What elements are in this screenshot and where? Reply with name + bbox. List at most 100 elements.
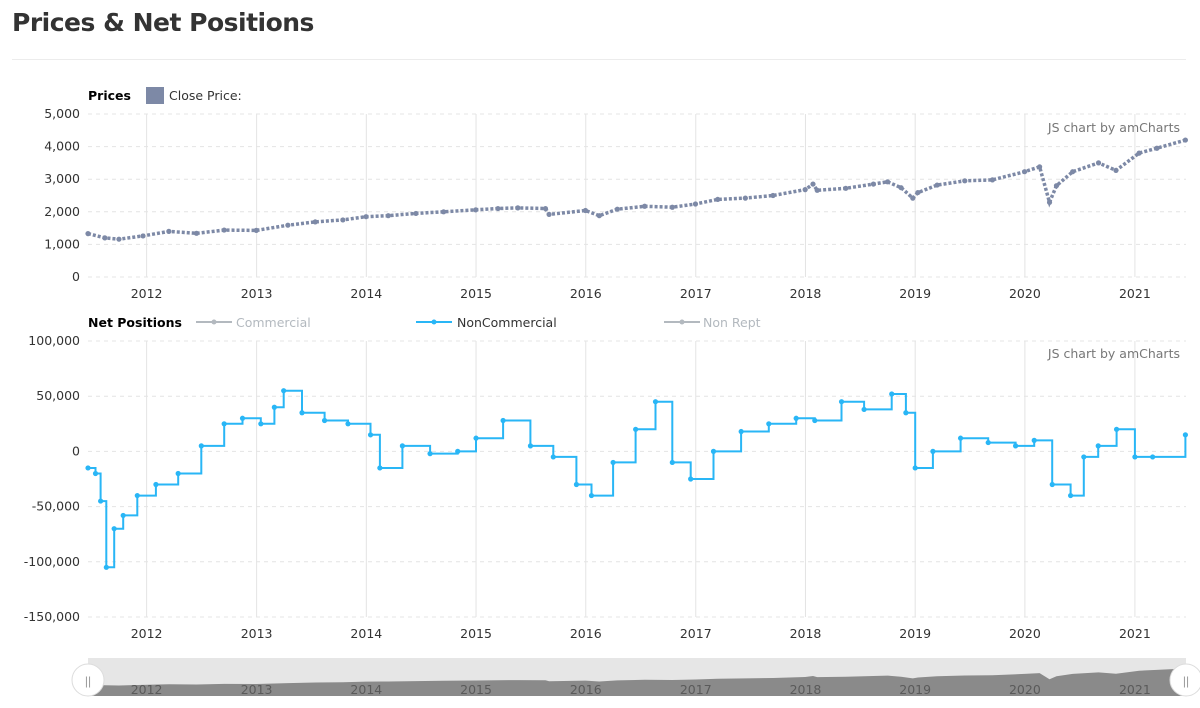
close-price-point[interactable] — [1037, 164, 1043, 170]
close-price-line[interactable] — [87, 138, 1186, 241]
noncommercial-point[interactable] — [153, 481, 159, 488]
noncommercial-point[interactable] — [889, 391, 895, 397]
noncommercial-point[interactable] — [861, 406, 867, 413]
noncommercial-legend-label[interactable]: NonCommercial — [457, 315, 557, 330]
noncommercial-point[interactable] — [1113, 426, 1120, 432]
close-price-point[interactable] — [515, 205, 521, 211]
noncommercial-point[interactable] — [455, 448, 461, 454]
close-price-point[interactable] — [989, 177, 996, 183]
noncommercial-point[interactable] — [573, 481, 580, 488]
noncommercial-point[interactable] — [85, 465, 91, 471]
scrollbar-left-handle[interactable]: || — [71, 663, 105, 697]
close-price-point[interactable] — [642, 203, 648, 209]
noncommercial-point[interactable] — [1081, 454, 1087, 460]
noncommercial-point[interactable] — [221, 421, 227, 427]
noncommercial-point[interactable] — [299, 410, 305, 416]
noncommercial-point[interactable] — [527, 443, 534, 449]
close-price-legend-swatch[interactable] — [146, 87, 164, 104]
close-price-point[interactable] — [742, 195, 748, 201]
noncommercial-point[interactable] — [427, 451, 433, 457]
noncommercial-point[interactable] — [367, 432, 374, 438]
noncommercial-point[interactable] — [903, 410, 909, 416]
noncommercial-point[interactable] — [258, 421, 264, 427]
noncommercial-point[interactable] — [838, 399, 845, 405]
close-price-point[interactable] — [116, 236, 122, 242]
noncommercial-point[interactable] — [345, 421, 351, 427]
noncommercial-point[interactable] — [738, 428, 744, 435]
close-price-point[interactable] — [253, 227, 259, 233]
noncommercial-point[interactable] — [175, 470, 181, 477]
scrollbar-right-handle[interactable]: || — [1169, 663, 1200, 697]
close-price-point[interactable] — [363, 214, 369, 220]
close-price-point[interactable] — [1113, 167, 1119, 173]
noncommercial-point[interactable] — [633, 426, 639, 432]
noncommercial-point[interactable] — [793, 415, 799, 421]
noncommercial-point[interactable] — [92, 470, 99, 477]
close-price-point[interactable] — [1070, 169, 1076, 175]
noncommercial-line[interactable] — [88, 389, 1187, 569]
noncommercial-point[interactable] — [473, 435, 479, 441]
close-price-point[interactable] — [166, 228, 172, 234]
noncommercial-point[interactable] — [1150, 454, 1156, 460]
close-price-point[interactable] — [884, 179, 891, 185]
noncommercial-point[interactable] — [1012, 443, 1019, 449]
noncommercial-point[interactable] — [1182, 432, 1188, 438]
noncommercial-point[interactable] — [98, 498, 104, 504]
noncommercial-point[interactable] — [957, 435, 964, 441]
close-price-point[interactable] — [312, 219, 318, 225]
noncommercial-point[interactable] — [1132, 454, 1138, 460]
close-price-point[interactable] — [542, 205, 549, 212]
close-price-point[interactable] — [934, 182, 940, 188]
close-price-point[interactable] — [1136, 150, 1142, 156]
noncommercial-point[interactable] — [1031, 437, 1037, 443]
noncommercial-point[interactable] — [985, 439, 991, 446]
noncommercial-point[interactable] — [198, 443, 204, 449]
noncommercial-point[interactable] — [111, 526, 117, 532]
close-price-point[interactable] — [473, 207, 479, 213]
close-price-point[interactable] — [85, 231, 91, 237]
noncommercial-point[interactable] — [399, 443, 406, 449]
close-price-point[interactable] — [1182, 137, 1188, 143]
legend-item-non-rept[interactable]: Non Rept — [664, 315, 761, 330]
close-price-point[interactable] — [413, 210, 419, 217]
noncommercial-point[interactable] — [766, 421, 772, 427]
noncommercial-point[interactable] — [1049, 481, 1055, 488]
close-price-point[interactable] — [1046, 199, 1053, 205]
right-handle-grip[interactable] — [1169, 663, 1200, 697]
legend-item-noncommercial[interactable]: NonCommercial — [416, 315, 557, 330]
noncommercial-point[interactable] — [321, 417, 328, 424]
close-price-point[interactable] — [870, 181, 877, 187]
noncommercial-point[interactable] — [550, 454, 556, 460]
noncommercial-point[interactable] — [610, 459, 616, 466]
prices-amcharts-credit[interactable]: JS chart by amCharts — [1047, 120, 1180, 135]
close-price-point[interactable] — [915, 189, 921, 196]
close-price-point[interactable] — [770, 192, 776, 199]
close-price-point[interactable] — [898, 185, 904, 191]
noncommercial-point[interactable] — [103, 564, 109, 570]
close-price-point[interactable] — [385, 213, 391, 219]
close-price-point[interactable] — [715, 196, 721, 203]
close-price-point[interactable] — [285, 222, 291, 228]
noncommercial-point[interactable] — [377, 465, 383, 471]
noncommercial-point[interactable] — [271, 404, 277, 410]
noncommercial-point[interactable] — [688, 476, 694, 482]
noncommercial-point[interactable] — [652, 399, 659, 405]
close-price-point[interactable] — [193, 230, 200, 236]
prices-legend[interactable]: Prices Close Price: — [88, 87, 242, 104]
noncommercial-point[interactable] — [134, 492, 140, 499]
close-price-point[interactable] — [814, 187, 820, 193]
noncommercial-point[interactable] — [930, 448, 936, 454]
close-price-point[interactable] — [962, 178, 968, 184]
noncommercial-point[interactable] — [588, 492, 595, 499]
close-price-point[interactable] — [102, 235, 108, 241]
close-price-point[interactable] — [582, 207, 589, 214]
close-price-point[interactable] — [810, 181, 816, 187]
close-price-point[interactable] — [495, 205, 501, 212]
close-price-point[interactable] — [1154, 145, 1160, 151]
close-price-point[interactable] — [669, 204, 675, 210]
noncommercial-point[interactable] — [500, 417, 506, 424]
close-price-point[interactable] — [440, 209, 447, 215]
close-price-point[interactable] — [596, 213, 602, 219]
noncommercial-point[interactable] — [1095, 443, 1101, 449]
close-price-point[interactable] — [1053, 183, 1060, 189]
